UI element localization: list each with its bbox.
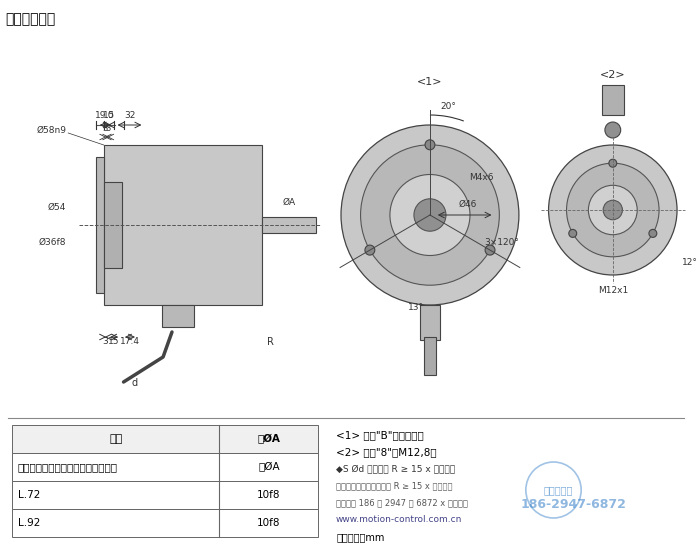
Text: d: d [132,378,138,388]
Text: L.72: L.72 [18,490,40,500]
Bar [12,425,318,453]
Circle shape [485,245,495,255]
Text: 尺寸单位：mm: 尺寸单位：mm [336,532,384,542]
Text: Ø58n9: Ø58n9 [36,126,66,135]
Text: 固定安装时电缆弯曲半径 R ≥ 15 x 电缆直径: 固定安装时电缆弯曲半径 R ≥ 15 x 电缆直径 [336,481,453,490]
Bar [420,305,440,340]
Text: <1> 连接"B"：轴向电缆: <1> 连接"B"：轴向电缆 [336,430,424,440]
Text: 3: 3 [106,124,111,133]
Circle shape [589,185,637,235]
Bar [602,85,624,115]
Circle shape [605,122,621,138]
Bar [424,337,436,375]
Circle shape [414,199,446,231]
Text: ØA: ØA [283,198,295,207]
Text: 10f8: 10f8 [257,518,281,528]
Text: 17.4: 17.4 [120,337,139,346]
Text: <2> 连接"8"：M12,8脚: <2> 连接"8"：M12,8脚 [336,447,437,457]
Circle shape [566,163,659,257]
Text: 法兰，防护等级，轴（见订购信息）: 法兰，防护等级，轴（见订购信息） [18,462,118,472]
Text: 10: 10 [103,111,115,120]
Text: 10f8: 10f8 [257,490,281,500]
Text: 同步夹紧法兰: 同步夹紧法兰 [5,12,55,26]
Circle shape [360,145,499,285]
Text: 20°: 20° [440,102,456,111]
Text: 轴ØA: 轴ØA [258,434,280,444]
Bar [104,182,122,268]
Text: 轴ØA: 轴ØA [258,462,280,472]
Text: 摆动定义 186 电 2947 兰 6872 x 电缆直径: 摆动定义 186 电 2947 兰 6872 x 电缆直径 [336,498,468,507]
Text: www.motion-control.com.cn: www.motion-control.com.cn [336,515,463,524]
Text: 安装: 安装 [109,434,122,444]
Bar [12,453,318,481]
Text: 3×120°: 3×120° [484,238,519,247]
Bar [262,217,316,233]
Text: Ø46: Ø46 [459,200,477,209]
Text: 3: 3 [102,337,108,346]
Text: <2>: <2> [600,70,626,80]
Bar [162,305,194,327]
Circle shape [649,230,657,237]
Circle shape [603,200,622,220]
Circle shape [549,145,677,275]
Circle shape [609,159,617,167]
Text: 15: 15 [108,337,120,346]
Text: M4x6: M4x6 [470,173,494,182]
Text: 32: 32 [124,111,135,120]
Text: 3: 3 [103,124,108,133]
Circle shape [569,230,577,237]
Text: 19.5: 19.5 [95,111,116,120]
Bar [96,157,104,293]
Circle shape [425,140,435,150]
Text: ◆S Ød 弯曲半径 R ≥ 15 x 电缆直径: ◆S Ød 弯曲半径 R ≥ 15 x 电缆直径 [336,464,455,473]
Text: L.92: L.92 [18,518,40,528]
Bar [12,509,318,537]
Text: 西安德伍拓: 西安德伍拓 [544,485,573,495]
Bar [12,481,318,509]
Circle shape [341,125,519,305]
Text: 12°: 12° [682,258,698,267]
Text: 186-2947-6872: 186-2947-6872 [520,498,626,511]
Text: R: R [267,337,274,347]
Text: M12x1: M12x1 [598,286,628,295]
Text: Ø36f8: Ø36f8 [38,238,66,247]
Bar [104,145,262,305]
Text: <1>: <1> [417,77,442,87]
Circle shape [365,245,374,255]
Text: Ø54: Ø54 [48,203,66,212]
Circle shape [390,175,470,255]
Text: 13°: 13° [408,303,424,312]
